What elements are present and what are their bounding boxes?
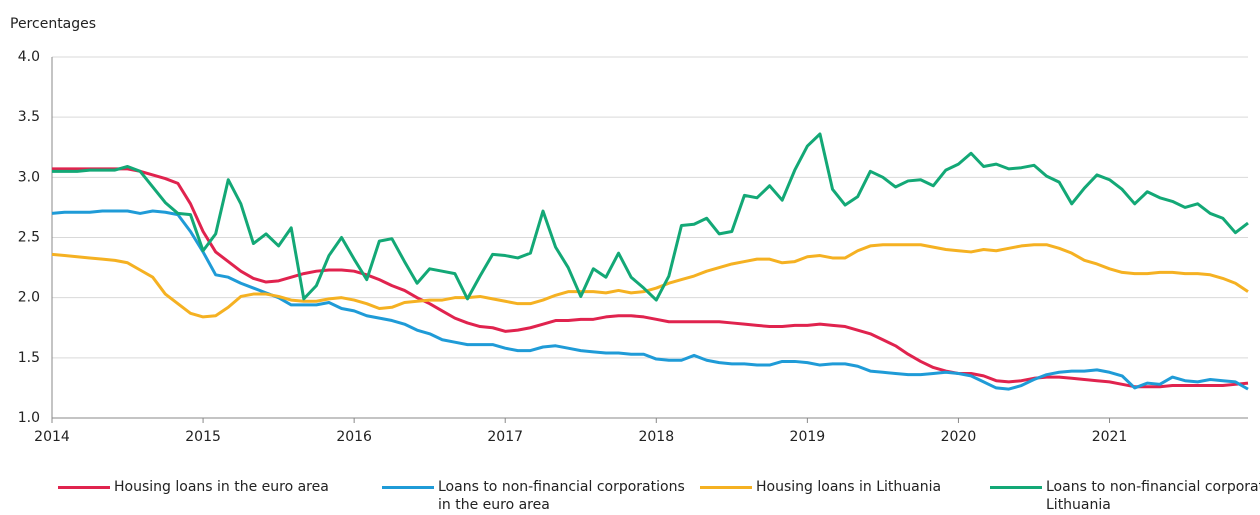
series-line: [51, 243, 1249, 319]
y-tick-label: 3.0: [18, 169, 40, 185]
legend-label: Loans to non-financial corporations in L…: [1046, 479, 1260, 513]
series-line: [52, 132, 1249, 302]
legend-swatch: [58, 486, 110, 489]
y-tick-label: 1.5: [18, 350, 40, 366]
legend-item: Housing loans in the euro area: [58, 478, 384, 496]
y-axis-label: Percentages: [10, 16, 96, 32]
x-tick-label: 2017: [487, 429, 523, 445]
legend-label: Housing loans in the euro area: [114, 479, 329, 495]
series-line: [51, 209, 1249, 391]
legend-item: Loans to non-financial corporations in L…: [990, 478, 1260, 514]
x-tick-label: 2021: [1092, 429, 1128, 445]
x-tick-label: 2014: [34, 429, 70, 445]
y-tick-label: 2.5: [18, 230, 40, 246]
x-tick-label: 2019: [790, 429, 826, 445]
x-tick-label: 2015: [185, 429, 221, 445]
y-tick-label: 3.5: [18, 109, 40, 125]
x-tick-label: 2018: [638, 429, 674, 445]
legend-swatch: [990, 486, 1042, 489]
chart: Percentages 1.0 1.5 2.0 2.5 3.0 3.5 4.0 2014 201…: [10, 16, 1249, 445]
legend-label: Loans to non-financial corporations in t…: [438, 479, 685, 513]
legend-item: Loans to non-financial corporations in t…: [382, 478, 698, 514]
legend-swatch: [700, 486, 752, 489]
legend-label: Housing loans in Lithuania: [756, 479, 942, 495]
legend-item: Housing loans in Lithuania: [700, 478, 986, 496]
series-line: [52, 167, 1249, 389]
y-tick-label: 4.0: [18, 49, 40, 65]
x-tick-label: 2020: [941, 429, 977, 445]
legend-swatch: [382, 486, 434, 489]
y-tick-label: 1.0: [18, 410, 40, 426]
x-tick-label: 2016: [336, 429, 372, 445]
y-tick-label: 2.0: [18, 290, 40, 306]
